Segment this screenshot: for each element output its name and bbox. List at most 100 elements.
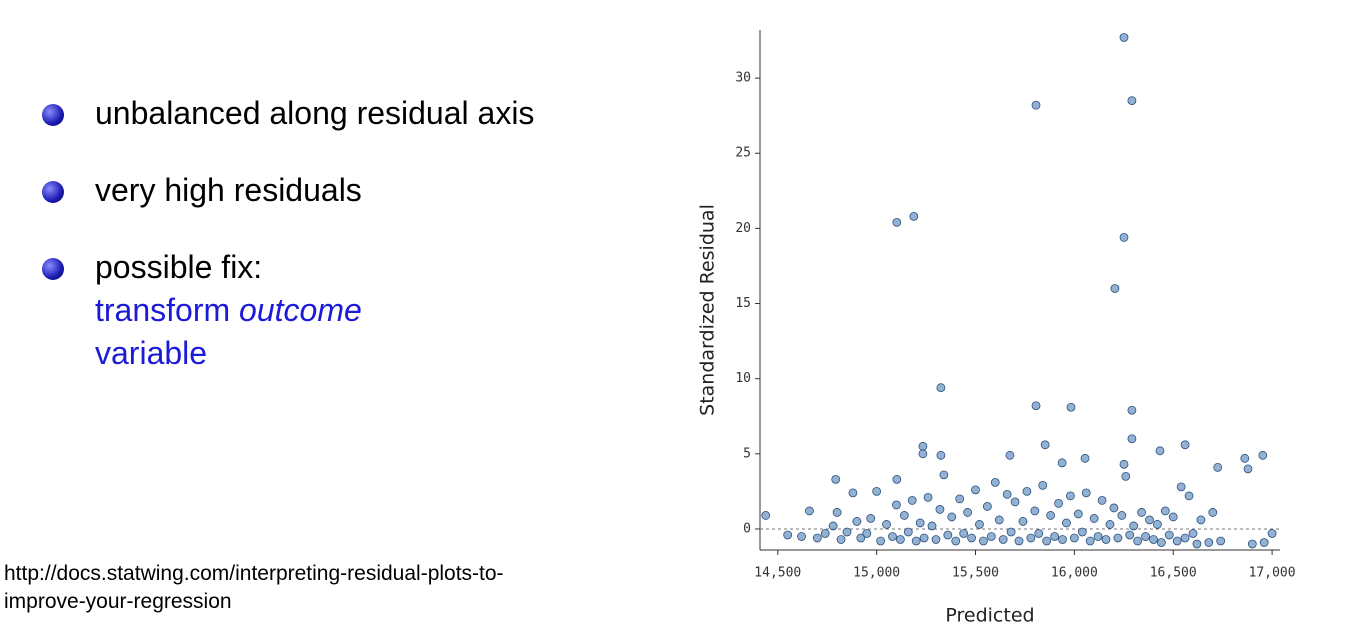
point <box>1119 459 1129 469</box>
source: http://docs.statwing.com/interpreting-re… <box>4 562 504 613</box>
point <box>899 511 909 520</box>
point <box>959 529 969 538</box>
point <box>918 449 928 459</box>
point <box>1080 453 1090 463</box>
point <box>1018 517 1028 526</box>
point <box>1180 533 1190 543</box>
point <box>812 533 822 543</box>
point <box>1031 401 1041 411</box>
point <box>1085 536 1095 546</box>
point <box>975 520 984 529</box>
point <box>1057 458 1067 468</box>
point <box>923 492 933 502</box>
point <box>1069 533 1079 543</box>
point <box>1117 511 1127 520</box>
point <box>761 511 771 520</box>
point <box>967 533 976 543</box>
point <box>1002 489 1012 499</box>
point <box>1153 520 1162 529</box>
point <box>888 532 897 541</box>
point <box>1192 539 1202 549</box>
point <box>955 494 965 504</box>
point <box>998 535 1008 544</box>
point <box>1243 464 1253 474</box>
point <box>895 535 905 544</box>
y-tick-label: 10 <box>735 371 751 386</box>
point <box>927 521 937 531</box>
point <box>931 535 941 544</box>
point <box>852 517 862 526</box>
point <box>1054 499 1063 508</box>
point <box>911 536 921 546</box>
point <box>1141 532 1150 541</box>
point <box>1258 450 1268 460</box>
point <box>979 536 988 546</box>
point <box>982 502 992 511</box>
point <box>856 533 866 543</box>
point <box>1050 532 1060 541</box>
point <box>1062 518 1071 528</box>
point <box>1110 284 1120 293</box>
point <box>1247 539 1257 549</box>
point <box>831 474 841 484</box>
y-tick-label: 15 <box>735 296 751 311</box>
point <box>1137 508 1146 517</box>
point <box>935 505 945 514</box>
point <box>990 477 1000 487</box>
point <box>1259 538 1269 547</box>
point <box>1010 497 1020 507</box>
bullet-list: unbalanced along residual axis very high… <box>40 92 560 409</box>
y-tick-label: 5 <box>743 446 751 461</box>
bullet: possible fix: transform outcome variable <box>40 246 560 375</box>
x-tick-label: 14,500 <box>754 566 801 581</box>
point <box>1127 434 1137 444</box>
point <box>797 532 806 541</box>
x-tick-label: 15,000 <box>853 566 900 581</box>
bullet: unbalanced along residual axis <box>40 92 560 135</box>
point <box>951 536 961 546</box>
point <box>1101 535 1111 544</box>
point <box>1089 514 1099 523</box>
point <box>832 508 842 517</box>
x-tick-label: 17,000 <box>1249 566 1296 581</box>
point <box>820 529 830 538</box>
point <box>1058 535 1067 544</box>
point <box>1168 512 1178 522</box>
point <box>907 496 917 505</box>
fix-part: outcome <box>239 292 362 328</box>
bullet-text: unbalanced along residual axis <box>95 95 535 131</box>
point <box>1164 530 1174 540</box>
point <box>1066 491 1075 501</box>
fix-part: variable <box>95 335 208 371</box>
point <box>866 514 876 523</box>
point <box>963 508 973 517</box>
point <box>1073 509 1083 519</box>
point <box>1149 535 1158 544</box>
point <box>828 521 838 531</box>
point <box>1240 453 1250 463</box>
x-tick-label: 15,500 <box>952 566 999 581</box>
point <box>1046 511 1056 520</box>
point <box>1156 538 1166 547</box>
point <box>1040 440 1050 450</box>
point <box>986 532 996 541</box>
point <box>909 211 919 221</box>
point <box>936 383 946 393</box>
x-tick-label: 16,000 <box>1051 566 1098 581</box>
point <box>1267 529 1277 538</box>
y-tick-label: 30 <box>735 71 751 86</box>
point <box>936 450 946 460</box>
point <box>1184 491 1194 501</box>
point <box>1066 402 1076 412</box>
point <box>1208 508 1218 517</box>
point <box>903 527 913 537</box>
point <box>1119 33 1129 42</box>
point <box>1097 496 1107 505</box>
y-tick-label: 20 <box>735 221 751 236</box>
point <box>1113 533 1123 543</box>
point <box>1172 536 1182 546</box>
point <box>1031 100 1041 110</box>
point <box>943 530 953 540</box>
point <box>1105 520 1115 529</box>
